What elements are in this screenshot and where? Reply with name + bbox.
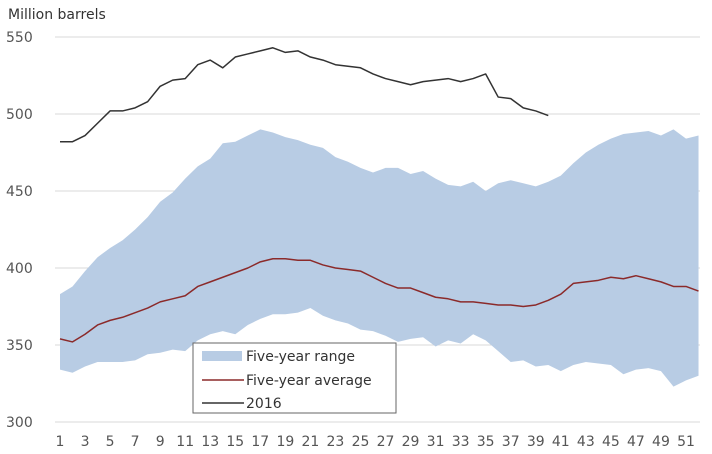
line-2016 [60, 47, 549, 143]
x-tick-label: 25 [352, 434, 370, 450]
x-tick-label: 39 [527, 434, 545, 450]
x-tick-label: 29 [402, 434, 420, 450]
x-tick-label: 7 [131, 434, 140, 450]
x-tick-label: 43 [577, 434, 595, 450]
x-tick-label: 27 [377, 434, 395, 450]
y-tick-label: 300 [6, 415, 33, 431]
x-tick-label: 3 [81, 434, 90, 450]
legend: Five-year range Five-year average 2016 [192, 342, 397, 414]
x-tick-label: 15 [226, 434, 244, 450]
x-tick-label: 47 [627, 434, 645, 450]
legend-label-average: Five-year average [246, 373, 372, 389]
y-tick-label: 350 [6, 338, 33, 354]
x-tick-label: 13 [201, 434, 219, 450]
x-tick-label: 9 [156, 434, 165, 450]
y-tick-label: 400 [6, 261, 33, 277]
x-tick-label: 37 [502, 434, 520, 450]
five-year-range-band [60, 129, 699, 387]
x-tick-label: 51 [677, 434, 695, 450]
x-tick-label: 31 [427, 434, 445, 450]
x-tick-label: 1 [56, 434, 65, 450]
x-tick-label: 49 [652, 434, 670, 450]
x-tick-label: 19 [276, 434, 294, 450]
five-year-average-line [59, 258, 699, 343]
x-tick-label: 45 [602, 434, 620, 450]
legend-label-range: Five-year range [246, 349, 355, 365]
y-tick-label: 450 [6, 184, 33, 200]
legend-swatch-range [202, 351, 242, 361]
x-tick-label: 33 [452, 434, 470, 450]
legend-label-2016: 2016 [246, 396, 282, 412]
x-tick-label: 21 [301, 434, 319, 450]
x-tick-label: 41 [552, 434, 570, 450]
x-tick-label: 35 [477, 434, 495, 450]
x-tick-label: 17 [251, 434, 269, 450]
plot-area [59, 47, 699, 387]
x-tick-label: 5 [106, 434, 115, 450]
y-tick-labels: 300 350 400 450 500 550 [6, 30, 33, 431]
y-axis-label: Million barrels [8, 7, 106, 23]
x-tick-label: 23 [327, 434, 345, 450]
y-tick-label: 550 [6, 30, 33, 46]
y-tick-label: 500 [6, 107, 33, 123]
x-tick-label: 11 [176, 434, 194, 450]
x-tick-labels: 1 3 5 7 9 11 13 15 17 19 21 23 25 27 29 31 33 35 37 39 41 43 4… [56, 434, 695, 450]
